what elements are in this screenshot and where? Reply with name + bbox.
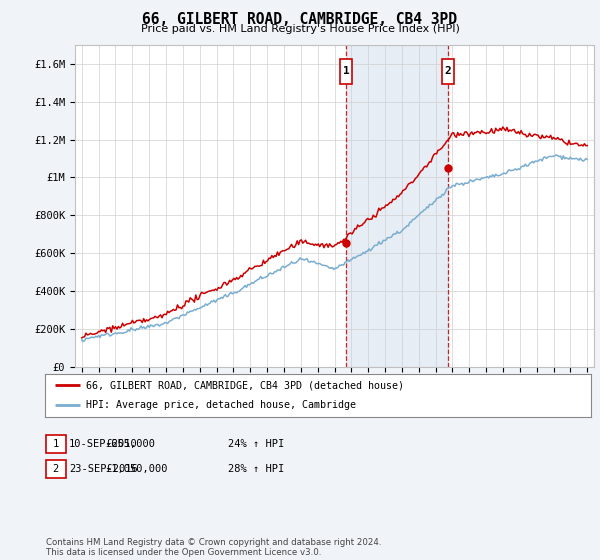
Text: 10-SEP-2010: 10-SEP-2010	[69, 439, 138, 449]
Text: 1: 1	[53, 439, 59, 449]
Bar	[340, 59, 352, 83]
Text: Contains HM Land Registry data © Crown copyright and database right 2024.
This d: Contains HM Land Registry data © Crown c…	[46, 538, 381, 557]
Text: 66, GILBERT ROAD, CAMBRIDGE, CB4 3PD: 66, GILBERT ROAD, CAMBRIDGE, CB4 3PD	[143, 12, 458, 27]
Text: 28% ↑ HPI: 28% ↑ HPI	[228, 464, 284, 474]
Text: 2: 2	[445, 66, 451, 76]
Text: £1,050,000: £1,050,000	[105, 464, 167, 474]
Text: 66, GILBERT ROAD, CAMBRIDGE, CB4 3PD (detached house): 66, GILBERT ROAD, CAMBRIDGE, CB4 3PD (de…	[86, 380, 404, 390]
Text: 23-SEP-2016: 23-SEP-2016	[69, 464, 138, 474]
Text: Price paid vs. HM Land Registry's House Price Index (HPI): Price paid vs. HM Land Registry's House …	[140, 24, 460, 34]
Text: £655,000: £655,000	[105, 439, 155, 449]
Text: 24% ↑ HPI: 24% ↑ HPI	[228, 439, 284, 449]
Text: 1: 1	[343, 66, 350, 76]
Text: HPI: Average price, detached house, Cambridge: HPI: Average price, detached house, Camb…	[86, 400, 356, 410]
Bar	[346, 45, 448, 367]
Text: 2: 2	[53, 464, 59, 474]
Bar	[442, 59, 454, 83]
